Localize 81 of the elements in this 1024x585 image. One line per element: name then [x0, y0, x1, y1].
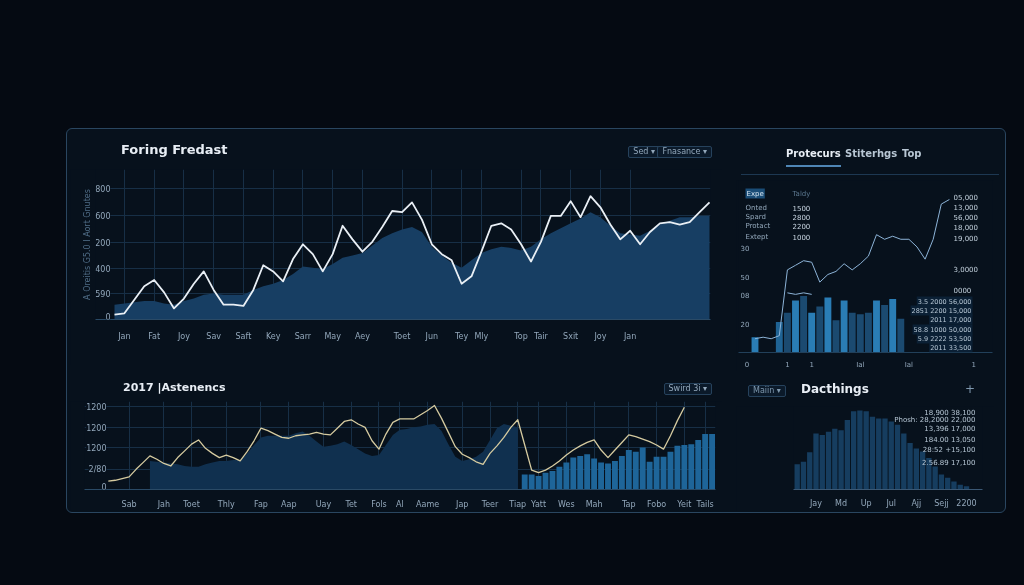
- x-tick-label: Jah: [156, 499, 170, 509]
- x-tick-label: Jun: [424, 331, 439, 341]
- x-tick-label: 2200: [956, 498, 977, 508]
- bar: [800, 295, 808, 353]
- x-tick-label: Tails: [695, 499, 714, 509]
- annotation: 590: [95, 290, 111, 299]
- x-tick-label: Toet: [392, 331, 411, 341]
- x-tick-label: Jan: [623, 331, 637, 341]
- x-tick-label: Tap: [621, 499, 636, 509]
- x-tick-label: Teer: [480, 499, 500, 509]
- x-tick-label: Joy: [176, 331, 191, 341]
- text: Sed ▾: [628, 146, 660, 158]
- text: +: [964, 382, 976, 396]
- x-tick-label: Thly: [216, 499, 236, 509]
- annotation: 2/80: [88, 464, 107, 474]
- x-tick-label: Toet: [182, 499, 200, 509]
- x-tick-label: Sav: [206, 331, 222, 341]
- x-tick-label: Top: [513, 331, 528, 341]
- annotation: 1200: [86, 424, 107, 433]
- text: 800: [95, 185, 111, 194]
- text: Swird 3i ▾: [663, 383, 712, 395]
- bar: [792, 300, 799, 353]
- x-tick-label: Sab: [121, 499, 137, 509]
- x-tick-label: Saft: [235, 331, 252, 341]
- text: Protecurs: [786, 148, 841, 167]
- bar: [889, 298, 897, 353]
- x-tick-label: Jap: [455, 499, 469, 509]
- x-tick-label: Sejj: [934, 498, 949, 508]
- y-axis-title: A Oreitis G5.0 I Aort Gnutes: [82, 189, 92, 300]
- bar: [816, 306, 824, 353]
- bar: [783, 312, 791, 353]
- text: Fnasance ▾: [657, 146, 712, 158]
- bar: [775, 321, 783, 353]
- bar: [808, 312, 816, 353]
- x-tick-label: Fobo: [646, 499, 667, 509]
- x-tick-label: Tair: [532, 331, 549, 341]
- x-tick-label: Fap: [254, 499, 268, 509]
- x-tick-label: Tiap: [508, 499, 527, 509]
- x-tick-label: Tet: [344, 499, 358, 509]
- x-tick-label: Uay: [315, 499, 332, 509]
- x-tick-label: Sarr: [294, 331, 312, 341]
- text: Maiin ▾: [748, 385, 786, 397]
- chart-title: Foring Fredast: [121, 142, 228, 157]
- bar: [824, 297, 832, 353]
- x-tick-label: Wes: [558, 499, 575, 509]
- x-tick-label: Yeit: [676, 499, 692, 509]
- x-tick-label: Jul: [885, 498, 897, 508]
- x-tick-label: Fols: [371, 499, 387, 509]
- chart-title: 2017 |Astenencs: [123, 381, 226, 394]
- x-tick-label: Aey: [354, 331, 371, 341]
- annotation: 400: [95, 265, 111, 274]
- x-tick-label: Mly: [474, 331, 489, 341]
- x-tick-label: Up: [860, 498, 872, 508]
- annotation: 1200: [86, 402, 107, 412]
- x-tick-label: Al: [395, 499, 404, 509]
- x-tick-label: Mah: [585, 499, 603, 509]
- annotation: 0: [105, 312, 111, 322]
- chart-title: Dacthings: [801, 382, 869, 396]
- x-tick-label: Md: [835, 498, 848, 508]
- text: Top: [902, 148, 922, 159]
- annotation: 200: [95, 239, 111, 248]
- annotation: 600: [95, 212, 111, 221]
- x-tick-label: Key: [265, 331, 281, 341]
- x-tick-label: Jay: [809, 498, 823, 508]
- x-tick-label: Tey: [453, 331, 469, 341]
- x-tick-label: May: [324, 331, 342, 341]
- x-tick-label: Joy: [593, 331, 607, 341]
- x-tick-label: Sxit: [563, 331, 579, 341]
- annotation: 1200: [86, 444, 107, 453]
- x-tick-label: Fat: [148, 331, 161, 341]
- x-tick-label: Yatt: [530, 499, 547, 509]
- x-tick-label: Aap: [281, 499, 297, 509]
- x-tick-label: Aame: [416, 499, 440, 509]
- bar: [897, 318, 905, 353]
- annotation: 0: [101, 482, 107, 492]
- text: Stiterhgs: [845, 148, 898, 159]
- x-tick-label: Jan: [117, 331, 131, 341]
- x-tick-label: Ajj: [911, 498, 922, 508]
- bar: [840, 300, 848, 353]
- bar: [873, 300, 880, 353]
- bar: [881, 305, 889, 353]
